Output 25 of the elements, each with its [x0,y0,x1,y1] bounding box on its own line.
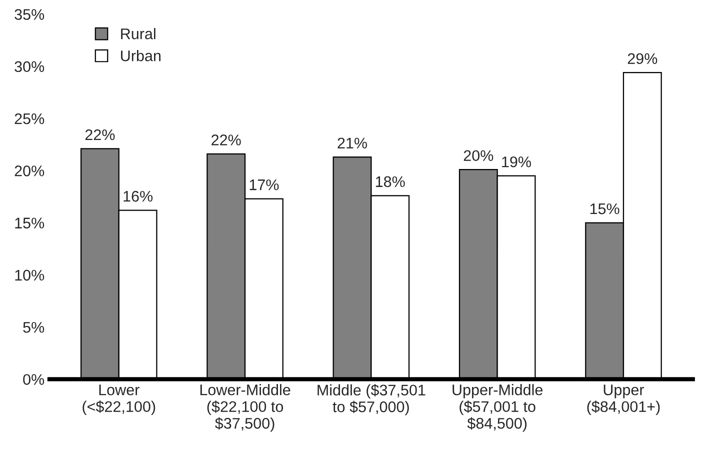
x-tick-label: Upper ($84,001+) [587,384,660,416]
y-tick-label: 35% [14,9,44,20]
data-label: 19% [502,156,531,168]
y-tick-label: 0% [23,374,44,385]
data-label: 16% [124,190,153,202]
y-tick-label: 30% [14,61,44,72]
legend-label: Rural [121,28,156,40]
legend-label: Urban [121,50,160,62]
data-label: 18% [376,176,405,188]
x-tick-label: Lower-Middle ($22,100 to $37,500) [200,384,290,432]
y-tick-label: 10% [15,270,44,281]
y-tick-label: 5% [23,322,44,333]
data-label: 22% [212,134,241,146]
data-label: 21% [338,138,367,148]
y-tick-label: 20% [14,166,44,176]
x-tick-label: Middle ($37,501 to $57,000) [318,384,426,416]
data-label: 20% [464,150,494,162]
data-label: 17% [250,179,279,190]
data-label: 29% [628,53,658,64]
data-label: 22% [85,129,115,140]
y-tick-label: 25% [14,113,44,124]
x-tick-label: Upper-Middle ($57,001 to $84,500) [452,384,542,432]
y-tick-label: 15% [15,218,44,228]
data-label: 15% [590,203,620,214]
x-tick-label: Lower (<$22,100) [82,384,156,416]
